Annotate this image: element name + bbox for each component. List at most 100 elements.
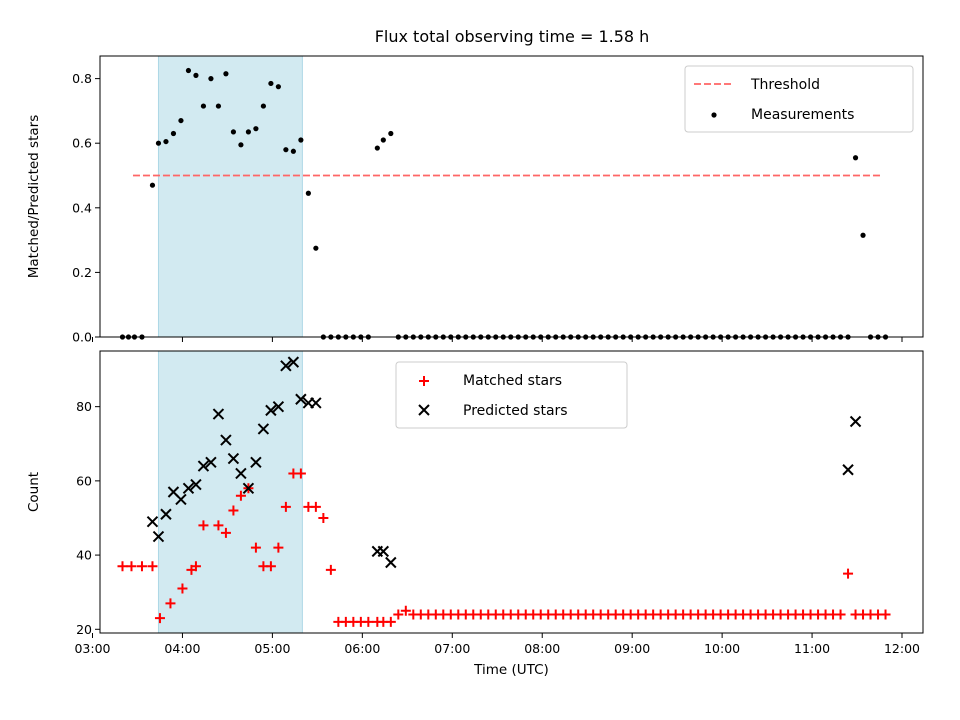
predicted-star-marker	[250, 456, 262, 469]
predicted-star-marker	[295, 393, 307, 405]
measurement-point	[149, 182, 156, 188]
y-tick-label: 0.6	[72, 136, 92, 151]
predicted-star-marker	[377, 545, 390, 558]
predicted-star-marker	[849, 415, 862, 428]
matched-star-marker	[154, 613, 165, 624]
y-tick-label: 0.2	[72, 265, 92, 280]
measurement-point	[163, 138, 169, 145]
matched-star-marker	[213, 520, 224, 531]
matched-star-marker	[325, 564, 336, 575]
measurement-point	[215, 103, 222, 109]
legend-measurement-swatch	[711, 112, 717, 118]
matched-star-marker	[198, 520, 209, 531]
x-axis-label: Time (UTC)	[473, 662, 549, 678]
measurement-point	[200, 103, 207, 109]
predicted-star-marker	[257, 423, 270, 435]
x-tick-label: 10:00	[704, 641, 740, 656]
axes-frame	[99, 350, 924, 634]
y-tick-label: 40	[76, 548, 92, 563]
measurement-point	[290, 148, 296, 154]
matched-star-marker	[280, 501, 291, 512]
panel-counts: 20 40 60 80 03:00 04:00 05:00 06:00 07:00 08:00 09…	[26, 350, 924, 678]
predicted-star-marker	[220, 434, 232, 446]
legend-threshold-label: Threshold	[750, 77, 820, 93]
measurement-point	[230, 129, 237, 135]
y-axis-label: Matched/Predicted stars	[26, 115, 42, 278]
measurement-point	[388, 130, 394, 137]
matched-star-marker	[228, 505, 239, 516]
matched-star-marker	[880, 609, 891, 620]
measurement-point	[380, 137, 386, 143]
measurement-point	[208, 76, 214, 82]
measurement-point	[253, 126, 259, 132]
predicted-star-marker	[235, 467, 247, 480]
legend-bottom: Matched stars Predicted stars	[395, 361, 628, 429]
matched-star-marker	[165, 598, 176, 609]
x-tick-label: 12:00	[884, 641, 920, 656]
x-tick-label: 03:00	[74, 641, 110, 656]
predicted-star-marker	[182, 482, 195, 494]
predicted-star-marker	[242, 482, 255, 494]
highlight-band	[157, 55, 303, 338]
measurement-point	[238, 142, 244, 148]
matched-star-marker	[385, 616, 396, 627]
x-tick-label: 04:00	[164, 641, 200, 656]
measurement-point	[305, 190, 311, 196]
predicted-star-marker	[212, 408, 225, 420]
x-tick-label: 11:00	[794, 641, 830, 656]
matched-star-marker	[190, 561, 201, 572]
measurement-point	[283, 147, 289, 153]
measurement-point	[298, 137, 304, 143]
matched-star-marker	[318, 512, 329, 523]
y-tick-label: 0.8	[72, 71, 92, 86]
matched-star-marker	[835, 609, 846, 620]
predicted-star-marker	[205, 456, 217, 469]
predicted-star-marker	[385, 556, 397, 569]
y-tick-label: 60	[76, 473, 92, 488]
matched-star-marker	[400, 605, 411, 616]
predicted-star-marker	[265, 404, 277, 417]
measurement-point	[860, 232, 866, 238]
matched-star-marker	[843, 568, 854, 579]
legend-predicted-label: Predicted stars	[463, 403, 568, 419]
x-tick-label: 06:00	[344, 641, 380, 656]
matched-star-marker	[363, 616, 374, 627]
predicted-star-marker	[227, 452, 240, 465]
predicted-star-marker	[287, 356, 300, 368]
predicted-star-marker	[197, 460, 210, 472]
matched-star-marker	[126, 561, 137, 572]
measurement-point	[275, 84, 281, 90]
predicted-star-marker	[146, 515, 159, 528]
y-tick-label: 0.4	[72, 200, 92, 215]
predicted-star-marker	[152, 530, 165, 543]
predicted-star-marker	[280, 360, 292, 372]
measurement-point	[852, 155, 859, 161]
axes-frame	[99, 55, 924, 338]
measurement-point	[313, 245, 319, 251]
measurement-point	[223, 71, 229, 77]
measurement-point	[178, 117, 184, 124]
legend-matched-label: Matched stars	[463, 373, 562, 389]
matched-star-marker	[393, 609, 404, 620]
y-tick-label: 20	[76, 622, 92, 637]
legend-top: Threshold Measurements	[684, 65, 914, 133]
y-tick-label: 80	[76, 399, 92, 414]
measurement-point	[245, 129, 252, 135]
y-tick-label: 0.0	[72, 330, 92, 345]
x-tick-label: 05:00	[254, 641, 290, 656]
x-tick-label: 08:00	[524, 641, 560, 656]
measurement-point	[374, 145, 380, 151]
measurement-point	[185, 67, 192, 74]
measurement-point	[155, 140, 162, 146]
matched-star-marker	[235, 490, 246, 501]
matched-star-marker	[273, 542, 284, 553]
predicted-star-marker	[842, 464, 854, 476]
matched-star-marker	[136, 561, 147, 572]
x-tick-label: 07:00	[434, 641, 470, 656]
matched-star-marker	[220, 527, 231, 538]
matched-star-marker	[265, 561, 276, 572]
legend-matched-swatch	[419, 376, 429, 386]
y-axis-label: Count	[26, 472, 42, 512]
matched-star-marker	[177, 583, 188, 594]
matched-star-marker	[310, 501, 321, 512]
